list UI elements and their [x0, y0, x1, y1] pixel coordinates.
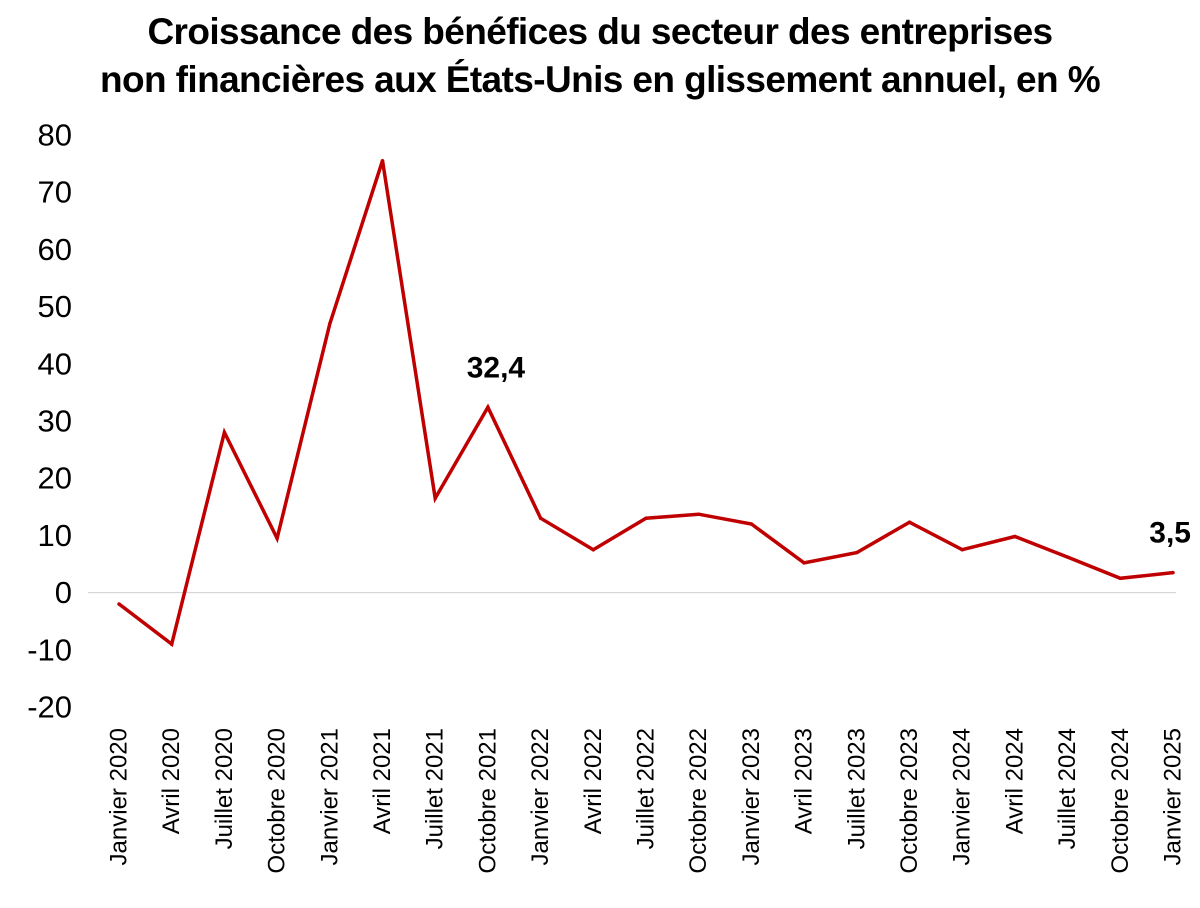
data-point [696, 512, 701, 516]
y-tick-label: 60 [38, 232, 72, 267]
x-tick-label: Juillet 2023 [843, 728, 870, 849]
data-point [222, 430, 227, 435]
data-point [328, 322, 332, 326]
x-tick-label: Avril 2023 [791, 728, 818, 834]
x-tick-label: Avril 2022 [580, 728, 607, 834]
y-tick-label: -10 [27, 632, 72, 667]
data-point [644, 516, 648, 520]
data-label: 32,4 [467, 351, 526, 384]
y-tick-label: 30 [38, 404, 72, 439]
data-point [749, 522, 754, 526]
x-tick-label: Janvier 2023 [738, 728, 765, 865]
data-point [802, 561, 806, 565]
x-tick-label: Avril 2021 [369, 728, 396, 834]
chart-title-line-2: non financières aux États-Unis en glisse… [99, 59, 1101, 100]
x-tick-label: Juillet 2022 [633, 728, 660, 849]
x-tick-label: Juillet 2021 [422, 728, 449, 849]
data-point [538, 516, 543, 520]
data-point [1171, 570, 1175, 575]
x-tick-label: Octobre 2024 [1107, 728, 1134, 873]
data-point [1013, 534, 1017, 539]
y-tick-label: 50 [38, 289, 72, 324]
x-tick-label: Janvier 2022 [527, 728, 554, 865]
x-tick-label: Janvier 2020 [106, 728, 133, 865]
x-tick-label: Octobre 2023 [896, 728, 923, 873]
data-point [169, 642, 174, 646]
x-tick-label: Janvier 2025 [1160, 728, 1187, 865]
x-tick-label: Avril 2024 [1001, 728, 1028, 834]
data-point [591, 547, 596, 552]
data-point [380, 158, 385, 163]
data-point [117, 602, 121, 606]
y-tick-label: 70 [38, 175, 72, 210]
x-tick-label: Avril 2020 [158, 728, 185, 834]
chart-title: Croissance des bénéfices du secteur des … [0, 8, 1200, 104]
data-point [1118, 576, 1123, 581]
data-point [486, 405, 490, 410]
data-point [1065, 555, 1070, 559]
x-tick-label: Octobre 2021 [474, 728, 501, 873]
data-point [907, 520, 912, 524]
x-tick-label: Janvier 2024 [949, 728, 976, 865]
data-point [275, 536, 279, 541]
y-tick-label: 20 [38, 461, 72, 496]
y-tick-label: 80 [38, 118, 72, 153]
data-point [855, 550, 859, 555]
y-tick-label: 40 [38, 346, 72, 381]
chart-title-line-1: Croissance des bénéfices du secteur des … [147, 11, 1053, 52]
x-tick-label: Juillet 2020 [211, 728, 238, 849]
data-label: 3,5 [1149, 517, 1191, 550]
x-tick-label: Octobre 2020 [264, 728, 291, 873]
x-tick-label: Octobre 2022 [685, 728, 712, 873]
data-point [960, 547, 964, 552]
y-tick-label: 0 [55, 575, 72, 610]
y-tick-label: 10 [38, 518, 72, 553]
y-tick-label: -20 [27, 690, 72, 725]
data-point [433, 496, 437, 500]
x-tick-label: Janvier 2021 [316, 728, 343, 865]
x-tick-label: Juillet 2024 [1054, 728, 1081, 849]
series-line [117, 160, 1174, 648]
